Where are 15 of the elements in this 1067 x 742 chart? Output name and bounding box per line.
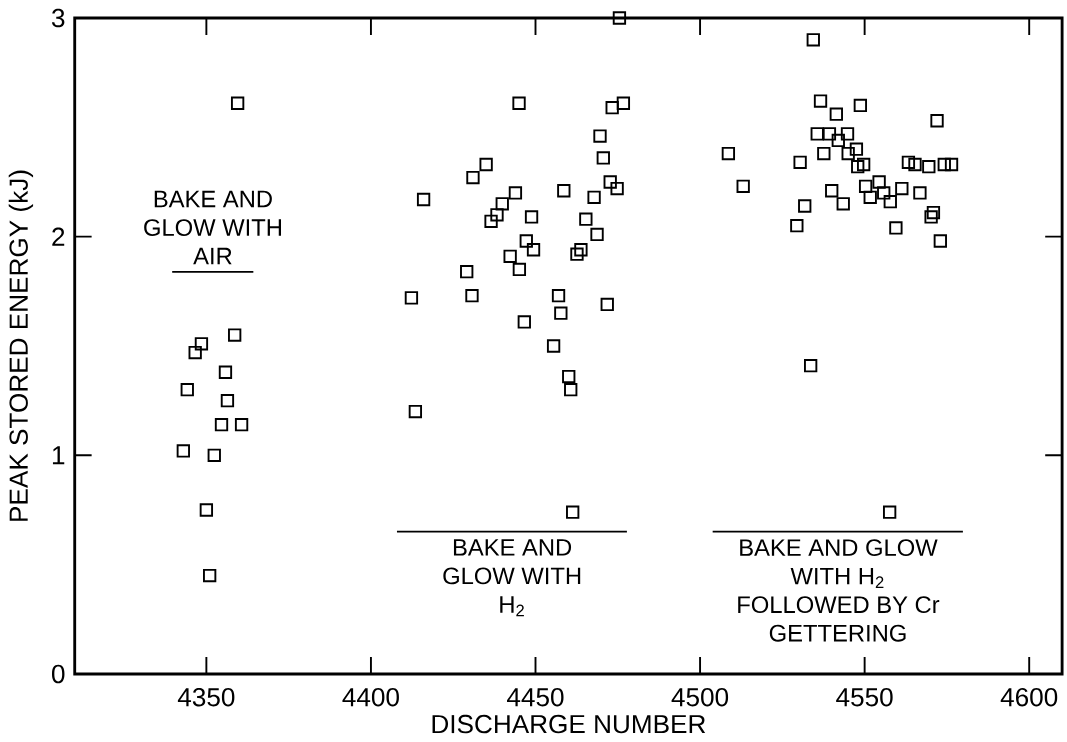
x-tick-label: 4450	[507, 687, 564, 707]
y-tick-label: 0	[51, 664, 65, 684]
annotation: BAKE AND GLOW WITH H$_{2}$ FOLLOWED BY Cr GETTERING	[738, 539, 940, 642]
y-axis-title: PEAK STORED ENERGY (kJ)	[8, 170, 34, 521]
x-axis-title: DISCHARGE NUMBER	[432, 714, 706, 734]
x-tick-label: 4350	[177, 687, 235, 707]
annotation: BAKE AND GLOW WITH H$_{2}$	[443, 539, 581, 617]
x-tick-label: 4500	[671, 687, 729, 707]
x-tick-label: 4600	[1000, 687, 1058, 707]
y-tick-label: 1	[52, 446, 65, 465]
annotation: BAKE AND GLOW WITH AIR	[144, 190, 281, 265]
y-tick-label: 3	[51, 8, 65, 28]
x-tick-label: 4550	[836, 687, 893, 707]
x-tick-label: 4400	[342, 687, 399, 707]
y-tick-label: 2	[52, 227, 65, 246]
